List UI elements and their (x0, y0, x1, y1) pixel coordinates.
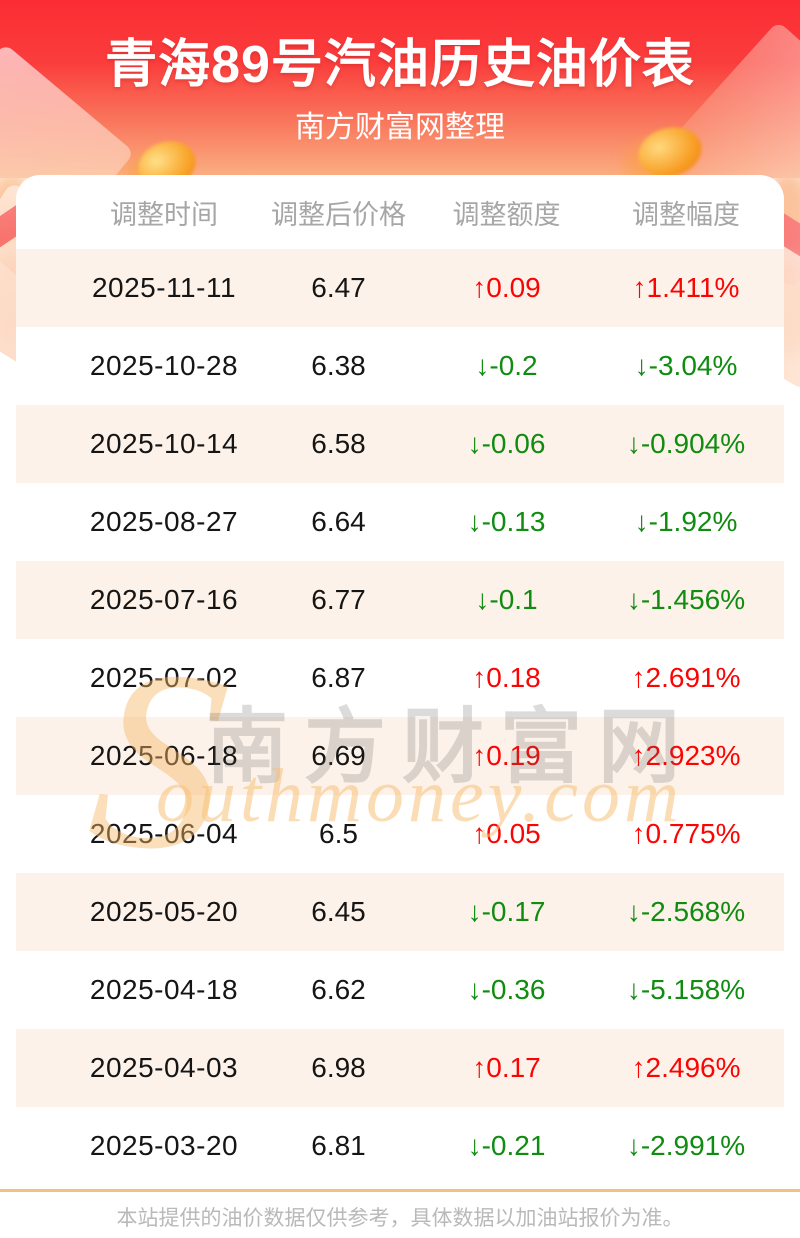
table-row: 2025-06-04 6.5 ↑0.05 ↑0.775% (16, 795, 784, 873)
adjust-date-cell: 2025-07-02 (89, 662, 239, 693)
change-amount-cell: ↑0.05 (472, 818, 541, 849)
table-row: 2025-06-18 6.69 ↑0.19 ↑2.923% (16, 717, 784, 795)
change-rate-cell: ↑0.775% (631, 818, 741, 849)
price-cell: 6.98 (311, 1052, 366, 1083)
change-rate-cell: ↑2.691% (631, 662, 741, 693)
change-amount-cell: ↑0.18 (472, 662, 541, 693)
column-header-adjust-rate: 调整幅度 (632, 199, 740, 230)
column-header-adjust-time: 调整时间 (110, 199, 218, 230)
adjust-date-cell: 2025-10-14 (89, 428, 239, 459)
adjust-date-cell: 2025-10-28 (89, 350, 239, 381)
adjust-date-cell: 2025-04-18 (89, 974, 239, 1005)
adjust-date-cell: 2025-05-20 (89, 896, 239, 927)
table-row: 2025-07-02 6.87 ↑0.18 ↑2.691% (16, 639, 784, 717)
adjust-date-cell: 2025-06-18 (89, 740, 239, 771)
change-rate-cell: ↓-1.92% (634, 506, 738, 537)
change-amount-cell: ↓-0.21 (467, 1130, 546, 1161)
change-amount-cell: ↓-0.1 (475, 584, 538, 615)
adjust-date-cell: 2025-03-20 (89, 1130, 239, 1161)
change-rate-cell: ↑2.923% (631, 740, 741, 771)
price-cell: 6.69 (311, 740, 366, 771)
price-cell: 6.81 (311, 1130, 366, 1161)
change-amount-cell: ↑0.09 (472, 272, 541, 303)
change-amount-cell: ↑0.17 (472, 1052, 541, 1083)
page-subtitle: 南方财富网整理 (295, 111, 505, 144)
price-cell: 6.58 (311, 428, 366, 459)
change-rate-cell: ↓-2.568% (626, 896, 746, 927)
table-row: 2025-05-20 6.45 ↓-0.17 ↓-2.568% (16, 873, 784, 951)
footer-divider (0, 1189, 800, 1192)
column-header-adjusted-price: 调整后价格 (271, 199, 406, 230)
change-amount-cell: ↓-0.13 (467, 506, 546, 537)
adjust-date-cell: 2025-08-27 (89, 506, 239, 537)
change-rate-cell: ↓-1.456% (626, 584, 746, 615)
change-amount-cell: ↓-0.06 (467, 428, 546, 459)
table-row: 2025-04-18 6.62 ↓-0.36 ↓-5.158% (16, 951, 784, 1029)
table-header-row: 调整时间 调整后价格 调整额度 调整幅度 (16, 175, 784, 249)
change-rate-cell: ↓-0.904% (626, 428, 746, 459)
adjust-date-cell: 2025-07-16 (89, 584, 239, 615)
price-cell: 6.5 (319, 818, 358, 849)
hero-banner: 青海89号汽油历史油价表 南方财富网整理 (0, 0, 800, 290)
change-rate-cell: ↓-2.991% (626, 1130, 746, 1161)
price-table-card: 调整时间 调整后价格 调整额度 调整幅度 2025-11-11 6.47 ↑0.09… (16, 175, 784, 1185)
change-rate-cell: ↓-3.04% (634, 350, 738, 381)
price-cell: 6.38 (311, 350, 366, 381)
table-row: 2025-08-27 6.64 ↓-0.13 ↓-1.92% (16, 483, 784, 561)
page-title: 青海89号汽油历史油价表 (105, 36, 695, 94)
table-row: 2025-03-20 6.81 ↓-0.21 ↓-2.991% (16, 1107, 784, 1185)
price-cell: 6.45 (311, 896, 366, 927)
table-row: 2025-04-03 6.98 ↑0.17 ↑2.496% (16, 1029, 784, 1107)
price-cell: 6.64 (311, 506, 366, 537)
price-cell: 6.77 (311, 584, 366, 615)
change-amount-cell: ↓-0.17 (467, 896, 546, 927)
table-row: 2025-10-28 6.38 ↓-0.2 ↓-3.04% (16, 327, 784, 405)
change-rate-cell: ↑2.496% (631, 1052, 741, 1083)
change-rate-cell: ↑1.411% (632, 272, 740, 303)
table-row: 2025-07-16 6.77 ↓-0.1 ↓-1.456% (16, 561, 784, 639)
price-table-body: 2025-11-11 6.47 ↑0.09 ↑1.411% 2025-10-28 6.38… (16, 249, 784, 1185)
price-cell: 6.47 (311, 272, 366, 303)
table-row: 2025-10-14 6.58 ↓-0.06 ↓-0.904% (16, 405, 784, 483)
change-amount-cell: ↑0.19 (472, 740, 541, 771)
price-cell: 6.87 (311, 662, 366, 693)
column-header-adjust-amount: 调整额度 (452, 199, 561, 230)
adjust-date-cell: 2025-06-04 (89, 818, 239, 849)
price-cell: 6.62 (311, 974, 366, 1005)
change-amount-cell: ↓-0.2 (475, 350, 538, 381)
adjust-date-cell: 2025-04-03 (89, 1052, 239, 1083)
change-rate-cell: ↓-5.158% (626, 974, 746, 1005)
adjust-date-cell: 2025-11-11 (91, 272, 237, 303)
table-row: 2025-11-11 6.47 ↑0.09 ↑1.411% (16, 249, 784, 327)
change-amount-cell: ↓-0.36 (467, 974, 546, 1005)
footer-disclaimer: 本站提供的油价数据仅供参考，具体数据以加油站报价为准。 (116, 1207, 684, 1230)
